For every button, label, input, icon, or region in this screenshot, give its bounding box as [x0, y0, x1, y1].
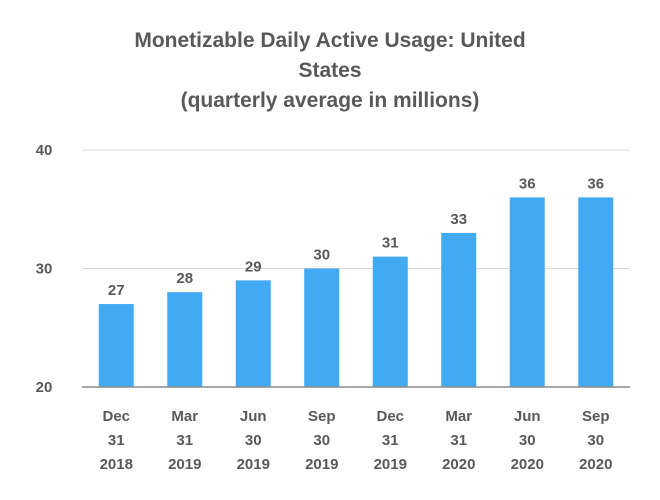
x-tick-label-line: 30 — [313, 432, 330, 449]
y-axis-ticks: 20 30 40 — [36, 142, 53, 396]
x-tick-label-line: Dec — [102, 408, 130, 425]
x-tick-label-line: 31 — [108, 432, 125, 449]
data-label: 33 — [450, 211, 467, 228]
x-tick-label: Jun 30 2019 — [237, 408, 270, 473]
x-tick-label-line: 2020 — [579, 456, 612, 473]
chart-title-line-3: (quarterly average in millions) — [180, 89, 480, 112]
bar — [372, 256, 408, 387]
x-tick-label-line: Dec — [376, 408, 404, 425]
bar — [235, 280, 271, 387]
bar — [441, 232, 477, 387]
chart-title: Monetizable Daily Active Usage: United S… — [30, 26, 630, 116]
x-tick-label-line: 2019 — [168, 456, 201, 473]
y-tick-label: 20 — [36, 379, 53, 396]
x-tick-label-line: 2019 — [374, 456, 407, 473]
x-tick-label-line: 30 — [587, 432, 604, 449]
bars — [98, 197, 614, 387]
x-tick-label-line: Sep — [582, 408, 610, 425]
x-axis-ticks: Dec 31 2018 Mar 31 2019 Jun 30 2019 Sep 30 2019 Dec 3… — [100, 408, 613, 473]
chart-title-line-2: States — [298, 59, 362, 82]
x-tick-label-line: Jun — [514, 408, 541, 425]
x-tick-label-line: 30 — [519, 432, 536, 449]
x-tick-label: Dec 31 2019 — [374, 408, 407, 473]
x-tick-label-line: 2020 — [442, 456, 475, 473]
x-tick-label-line: 31 — [382, 432, 399, 449]
x-tick-label: Sep 30 2020 — [579, 408, 612, 473]
x-tick-label: Sep 30 2019 — [305, 408, 338, 473]
gridlines — [82, 149, 630, 269]
x-tick-label: Mar 31 2019 — [168, 408, 201, 473]
bar — [578, 197, 614, 387]
x-tick-label-line: Jun — [240, 408, 267, 425]
x-tick-label-line: 30 — [245, 432, 262, 449]
data-label: 36 — [587, 175, 604, 192]
y-tick-label: 40 — [36, 142, 53, 159]
x-tick-label-line: 2019 — [237, 456, 270, 473]
x-tick-label-line: 2018 — [100, 456, 133, 473]
x-tick-label-line: 31 — [176, 432, 193, 449]
x-tick-label-line: Sep — [308, 408, 336, 425]
x-tick-label-line: Mar — [445, 408, 472, 425]
x-tick-label-line: 2019 — [305, 456, 338, 473]
data-labels: 27 28 29 30 31 33 36 36 — [108, 175, 604, 299]
data-label: 30 — [313, 247, 330, 264]
bar — [167, 292, 203, 387]
bar — [304, 268, 340, 387]
data-label: 27 — [108, 282, 125, 299]
x-tick-label: Jun 30 2020 — [511, 408, 544, 473]
x-tick-label-line: 31 — [450, 432, 467, 449]
x-tick-label-line: 2020 — [511, 456, 544, 473]
x-tick-label: Dec 31 2018 — [100, 408, 133, 473]
bar — [509, 197, 545, 387]
data-label: 31 — [382, 235, 399, 252]
bar — [98, 304, 134, 387]
x-tick-label: Mar 31 2020 — [442, 408, 475, 473]
data-label: 28 — [176, 270, 193, 287]
data-label: 36 — [519, 175, 536, 192]
data-label: 29 — [245, 258, 262, 275]
y-tick-label: 30 — [36, 261, 53, 278]
x-tick-label-line: Mar — [171, 408, 198, 425]
chart-title-line-1: Monetizable Daily Active Usage: United — [134, 29, 526, 52]
